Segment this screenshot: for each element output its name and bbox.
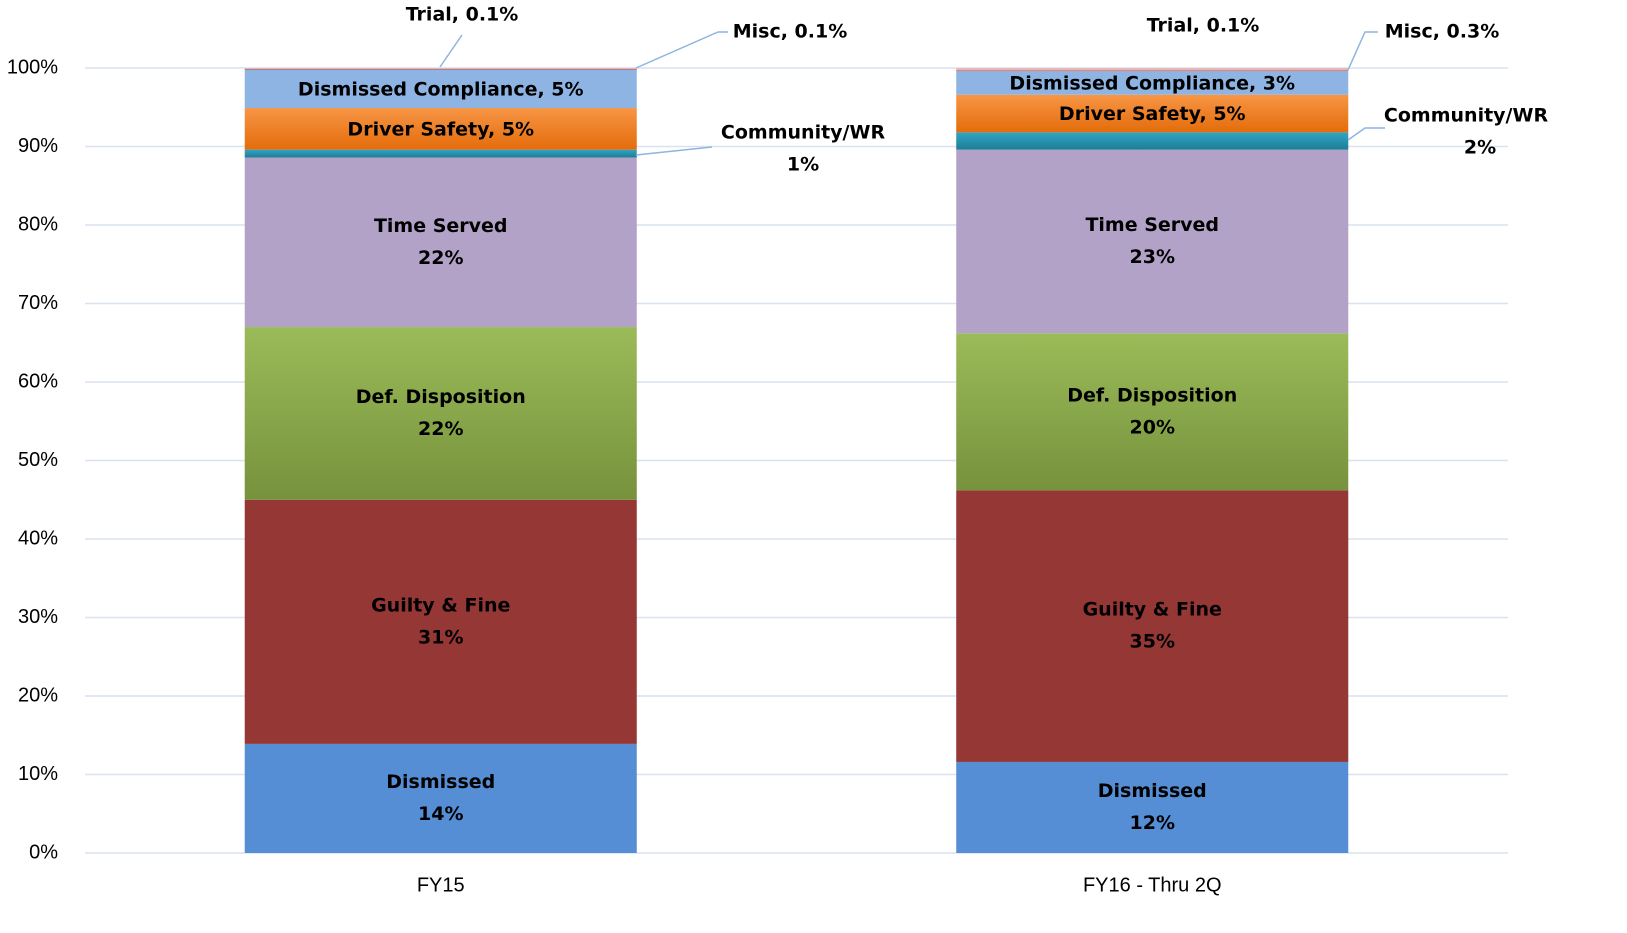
leader-line (1347, 127, 1385, 141)
data-label: Trial, 0.1% (406, 4, 519, 26)
segment-name: Community/WR (721, 122, 886, 144)
bar-segment (956, 132, 1349, 150)
bar-segment (244, 68, 637, 70)
segment-name: Guilty & Fine (371, 594, 510, 616)
data-label: 2% (1464, 137, 1496, 159)
segment-name: Def. Disposition (356, 386, 526, 408)
y-tick-label: 80% (18, 213, 58, 235)
data-label: Dismissed Compliance, 5% (298, 78, 584, 100)
bar-segment (956, 490, 1349, 762)
bar-segment (956, 70, 1349, 72)
data-label: Misc, 0.3% (1385, 21, 1500, 43)
bar-segment (244, 327, 637, 500)
bar-segment (244, 69, 637, 109)
segment-name: Guilty & Fine (1083, 599, 1222, 621)
bar-segment (956, 68, 1349, 71)
data-label: 12% (1130, 812, 1175, 834)
data-label: Driver Safety, 5% (1059, 103, 1246, 125)
data-label: Misc, 0.1% (733, 21, 848, 43)
data-label: 1% (787, 154, 819, 176)
data-label: 23% (1130, 246, 1175, 268)
data-label: Dismissed Compliance, 3% (1009, 72, 1295, 94)
bar-segment (244, 157, 637, 328)
segment-name: Time Served (1085, 214, 1219, 236)
bar-segment (956, 71, 1349, 95)
leader-line (635, 31, 728, 69)
bar-segment (956, 761, 1349, 853)
y-tick-label: 50% (18, 449, 58, 471)
data-label: Driver Safety, 5% (347, 118, 534, 140)
leader-line (635, 146, 713, 156)
bar-segment (244, 68, 637, 69)
y-tick-label: 90% (18, 135, 58, 157)
segment-name: Dismissed (1098, 780, 1207, 802)
y-tick-label: 60% (18, 370, 58, 392)
segment-name: Dismissed (386, 771, 495, 793)
bar-segment (956, 149, 1349, 334)
bar-segment (244, 108, 637, 150)
bar-segment (244, 499, 637, 744)
bar-segment (244, 149, 637, 158)
y-tick-label: 100% (7, 56, 58, 78)
y-tick-label: 0% (29, 841, 58, 863)
data-label: 35% (1130, 631, 1175, 653)
leader-line (439, 34, 463, 68)
data-label: 14% (418, 803, 463, 825)
x-tick-label: FY15 (417, 874, 465, 896)
segment-name: Def. Disposition (1067, 384, 1237, 406)
data-label: 22% (418, 247, 463, 269)
data-label: Trial, 0.1% (1147, 15, 1260, 37)
y-tick-label: 40% (18, 527, 58, 549)
data-label: 31% (418, 626, 463, 648)
data-label: 20% (1130, 416, 1175, 438)
y-tick-label: 20% (18, 684, 58, 706)
bar-segment (956, 94, 1349, 133)
bar-segment (956, 333, 1349, 491)
y-tick-label: 30% (18, 606, 58, 628)
leader-line (1347, 31, 1378, 71)
y-tick-label: 10% (18, 763, 58, 785)
y-tick-label: 70% (18, 292, 58, 314)
data-label: 22% (418, 418, 463, 440)
bar-segment (244, 743, 637, 853)
segment-name: Time Served (374, 215, 508, 237)
x-tick-label: FY16 - Thru 2Q (1083, 874, 1222, 896)
segment-name: Community/WR (1384, 105, 1549, 127)
